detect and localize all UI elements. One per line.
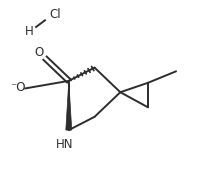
Text: Cl: Cl — [49, 8, 60, 21]
Text: H: H — [25, 25, 33, 38]
Text: HN: HN — [56, 138, 73, 151]
Text: O: O — [34, 46, 43, 59]
Text: ⁻O: ⁻O — [10, 81, 26, 94]
Polygon shape — [65, 81, 71, 130]
